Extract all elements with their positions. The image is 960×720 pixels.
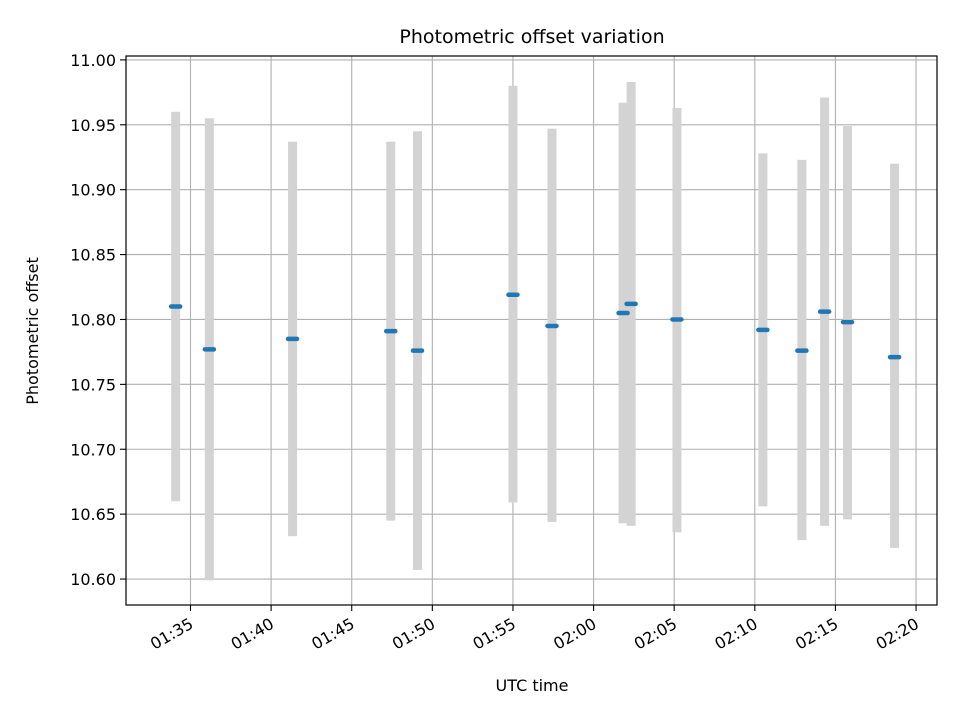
y-tick-label: 10.60 bbox=[70, 570, 116, 589]
y-axis-title: Photometric offset bbox=[23, 257, 42, 405]
y-tick-label: 10.75 bbox=[70, 375, 116, 394]
y-tick-label: 10.85 bbox=[70, 246, 116, 265]
x-axis-title: UTC time bbox=[496, 676, 569, 695]
plot-frame bbox=[125, 55, 938, 606]
y-tick-label: 10.70 bbox=[70, 440, 116, 459]
y-tick-label: 10.95 bbox=[70, 116, 116, 135]
y-tick-label: 11.00 bbox=[70, 51, 116, 70]
y-tick-label: 10.65 bbox=[70, 505, 116, 524]
y-tick-label: 10.80 bbox=[70, 310, 116, 329]
chart-title: Photometric offset variation bbox=[399, 26, 664, 48]
marker-layer bbox=[168, 292, 902, 360]
y-tick-label: 10.90 bbox=[70, 181, 116, 200]
